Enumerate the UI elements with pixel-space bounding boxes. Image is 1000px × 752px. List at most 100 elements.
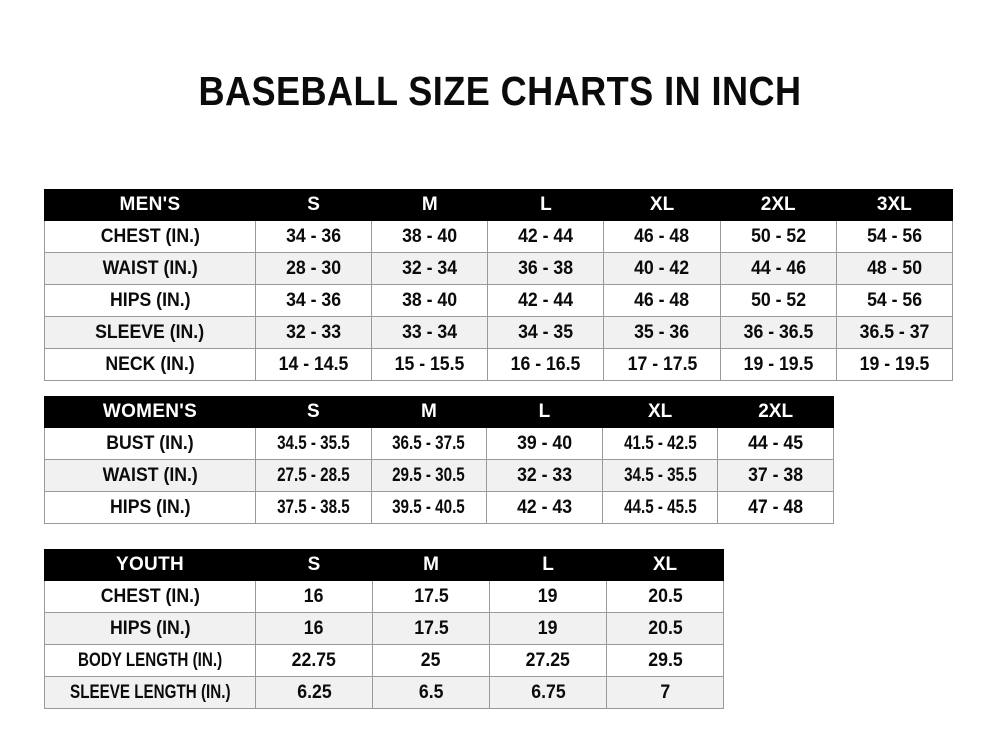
measurement-value: 19 <box>489 612 607 645</box>
measurement-label: WAIST (IN.) <box>44 252 256 285</box>
measurement-label: CHEST (IN.) <box>44 580 256 613</box>
page-title: BASEBALL SIZE CHARTS IN INCH <box>198 68 802 114</box>
measurement-value: 34.5 - 35.5 <box>601 459 719 492</box>
measurement-value: 40 - 42 <box>603 252 721 285</box>
table-row: HIPS (IN.) 34 - 36 38 - 40 42 - 44 46 - 48 50… <box>44 284 953 317</box>
measurement-value: 36 - 36.5 <box>719 316 837 349</box>
size-header-2xl: 2XL <box>717 396 834 428</box>
measurement-label-text: HIPS (IN.) <box>109 290 191 311</box>
measurement-label-text: NECK (IN.) <box>105 354 195 375</box>
measurement-value: 27.25 <box>489 644 607 677</box>
measurement-value: 6.75 <box>489 676 607 709</box>
measurement-value: 14 - 14.5 <box>254 348 373 381</box>
womens-category-header: WOMEN'S <box>44 396 256 428</box>
size-header-xl: XL <box>606 549 724 581</box>
measurement-value: 22.75 <box>255 644 373 677</box>
table-row: CHEST (IN.) 34 - 36 38 - 40 42 - 44 46 - 48 5… <box>44 220 953 253</box>
measurement-label: HIPS (IN.) <box>44 491 256 524</box>
measurement-label-text: HIPS (IN.) <box>109 618 191 639</box>
size-header-s: S <box>254 189 373 221</box>
measurement-value: 6.25 <box>255 676 373 709</box>
table-row: SLEEVE (IN.) 32 - 33 33 - 34 34 - 35 35 - 36… <box>44 316 953 349</box>
table-row: SLEEVE LENGTH (IN.) 6.25 6.5 6.75 7 <box>44 676 724 709</box>
measurement-value: 34 - 35 <box>487 316 605 349</box>
size-header-m: M <box>371 189 489 221</box>
size-header-xl: XL <box>603 189 721 221</box>
youth-category-header: YOUTH <box>44 549 256 581</box>
measurement-label-text: CHEST (IN.) <box>100 226 200 247</box>
measurement-value: 32 - 34 <box>371 252 489 285</box>
measurement-value: 37.5 - 38.5 <box>255 491 372 524</box>
measurement-value: 34 - 36 <box>254 284 373 317</box>
measurement-label: WAIST (IN.) <box>44 459 256 492</box>
measurement-value: 36 - 38 <box>487 252 605 285</box>
mens-category-header: MEN'S <box>44 189 256 221</box>
measurement-value: 41.5 - 42.5 <box>601 427 719 460</box>
measurement-value: 34.5 - 35.5 <box>255 427 372 460</box>
measurement-label-text: WAIST (IN.) <box>102 465 198 486</box>
measurement-value: 25 <box>372 644 490 677</box>
measurement-label: SLEEVE (IN.) <box>44 316 256 349</box>
measurement-value: 17 - 17.5 <box>603 348 721 381</box>
measurement-label: HIPS (IN.) <box>44 612 256 645</box>
measurement-value: 20.5 <box>606 580 724 613</box>
table-row: WAIST (IN.) 28 - 30 32 - 34 36 - 38 40 - 42 4… <box>44 252 953 285</box>
measurement-value: 39.5 - 40.5 <box>370 491 488 524</box>
measurement-value: 19 <box>489 580 607 613</box>
mens-chart-body: CHEST (IN.) 34 - 36 38 - 40 42 - 44 46 - 48 5… <box>44 220 953 381</box>
measurement-value: 50 - 52 <box>719 284 837 317</box>
measurement-value: 36.5 - 37.5 <box>370 427 488 460</box>
youth-chart-body: CHEST (IN.) 16 17.5 19 20.5 HIPS (IN.) 16 17.5 1… <box>44 580 724 709</box>
size-header-m: M <box>370 396 488 428</box>
mens-chart-header: MEN'S S M L XL 2XL 3XL <box>44 189 953 221</box>
measurement-value: 32 - 33 <box>486 459 603 492</box>
table-header-row: WOMEN'S S M L XL 2XL <box>44 396 834 428</box>
measurement-value: 17.5 <box>372 580 490 613</box>
measurement-value: 16 <box>255 580 373 613</box>
womens-chart-header: WOMEN'S S M L XL 2XL <box>44 396 834 428</box>
size-header-l: L <box>489 549 607 581</box>
measurement-label: NECK (IN.) <box>44 348 256 381</box>
measurement-value: 46 - 48 <box>603 220 721 253</box>
measurement-label-text: WAIST (IN.) <box>102 258 198 279</box>
measurement-value: 44 - 46 <box>719 252 837 285</box>
measurement-value: 34 - 36 <box>254 220 373 253</box>
measurement-value: 54 - 56 <box>835 284 953 317</box>
measurement-label: HIPS (IN.) <box>44 284 256 317</box>
measurement-value: 47 - 48 <box>717 491 834 524</box>
measurement-value: 48 - 50 <box>835 252 953 285</box>
measurement-value: 20.5 <box>606 612 724 645</box>
table-header-row: YOUTH S M L XL <box>44 549 724 581</box>
size-header-3xl: 3XL <box>835 189 953 221</box>
measurement-value: 42 - 43 <box>486 491 603 524</box>
youth-size-chart: YOUTH S M L XL CHEST (IN.) 16 17.5 19 20.5 HIPS (… <box>44 549 724 709</box>
measurement-value: 27.5 - 28.5 <box>255 459 372 492</box>
womens-chart-body: BUST (IN.) 34.5 - 35.5 36.5 - 37.5 39 - 40 4… <box>44 427 834 524</box>
measurement-value: 7 <box>606 676 724 709</box>
measurement-value: 38 - 40 <box>371 284 489 317</box>
measurement-value: 17.5 <box>372 612 490 645</box>
measurement-value: 32 - 33 <box>254 316 373 349</box>
measurement-value: 19 - 19.5 <box>719 348 837 381</box>
measurement-value: 16 <box>255 612 373 645</box>
mens-size-chart: MEN'S S M L XL 2XL 3XL CHEST (IN.) 34 - 36 38 - … <box>44 189 953 381</box>
size-header-s: S <box>255 549 373 581</box>
measurement-value: 42 - 44 <box>487 284 605 317</box>
table-row: WAIST (IN.) 27.5 - 28.5 29.5 - 30.5 32 - 33… <box>44 459 834 492</box>
measurement-value: 44 - 45 <box>717 427 834 460</box>
size-header-l: L <box>487 189 605 221</box>
size-header-s: S <box>255 396 372 428</box>
measurement-value: 42 - 44 <box>487 220 605 253</box>
measurement-value: 54 - 56 <box>835 220 953 253</box>
womens-size-chart: WOMEN'S S M L XL 2XL BUST (IN.) 34.5 - 35.5 36.… <box>44 396 834 524</box>
measurement-value: 38 - 40 <box>371 220 489 253</box>
size-header-2xl: 2XL <box>719 189 837 221</box>
measurement-label: BUST (IN.) <box>44 427 256 460</box>
table-row: HIPS (IN.) 37.5 - 38.5 39.5 - 40.5 42 - 43 4… <box>44 491 834 524</box>
measurement-value: 15 - 15.5 <box>371 348 489 381</box>
measurement-value: 16 - 16.5 <box>487 348 605 381</box>
measurement-label-text: HIPS (IN.) <box>109 497 191 518</box>
table-row: BUST (IN.) 34.5 - 35.5 36.5 - 37.5 39 - 40 4… <box>44 427 834 460</box>
measurement-label-text: CHEST (IN.) <box>100 586 200 607</box>
size-header-xl: XL <box>601 396 719 428</box>
